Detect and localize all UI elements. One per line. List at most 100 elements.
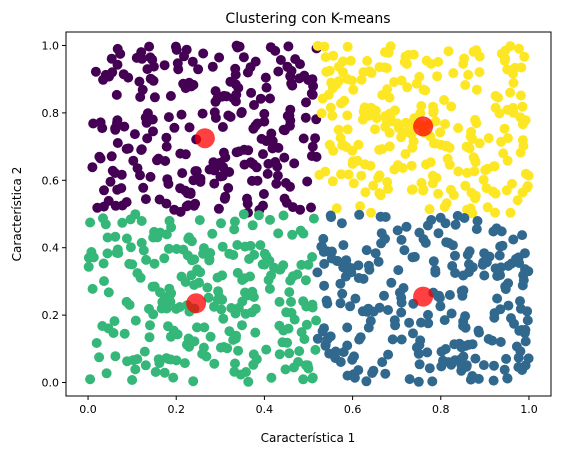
data-point-cluster-2 [338,67,348,78]
data-point-cluster-4 [488,226,499,237]
data-point-cluster-3 [264,283,275,294]
data-point-cluster-3 [87,283,98,294]
data-point-cluster-2 [366,68,377,78]
data-point-cluster-3 [253,210,264,221]
data-point-cluster-2 [445,184,456,195]
data-point-cluster-1 [302,176,313,187]
data-point-cluster-2 [384,127,395,138]
data-point-cluster-2 [470,114,481,125]
data-point-cluster-3 [213,286,224,297]
data-point-cluster-1 [175,148,186,159]
data-point-cluster-3 [247,286,258,297]
data-point-cluster-3 [198,248,209,259]
data-point-cluster-1 [262,168,273,179]
data-point-cluster-3 [298,374,309,385]
data-point-cluster-3 [308,213,319,224]
data-point-cluster-1 [182,188,193,199]
data-point-cluster-2 [331,203,342,214]
data-point-cluster-2 [474,67,485,78]
data-point-cluster-1 [149,92,160,103]
data-point-cluster-3 [303,259,314,270]
data-point-cluster-3 [98,258,109,269]
data-point-cluster-1 [161,132,172,143]
data-point-cluster-4 [465,374,476,385]
data-point-cluster-4 [470,353,481,364]
data-point-cluster-1 [208,157,219,168]
data-point-cluster-4 [386,277,397,288]
data-point-cluster-2 [459,53,470,64]
data-point-cluster-3 [216,304,227,315]
data-point-cluster-2 [389,77,400,87]
data-point-cluster-4 [319,280,330,291]
data-point-cluster-3 [248,349,259,360]
data-point-cluster-4 [435,301,446,312]
data-point-cluster-1 [263,158,274,169]
data-point-cluster-3 [183,233,194,244]
data-point-cluster-4 [321,295,332,306]
data-point-cluster-4 [396,234,407,245]
data-point-cluster-4 [464,259,474,270]
data-point-cluster-2 [522,182,532,193]
data-point-cluster-4 [460,311,471,322]
data-point-cluster-4 [353,273,364,283]
data-point-cluster-4 [373,256,384,267]
data-point-cluster-4 [363,260,374,271]
data-point-cluster-2 [385,111,396,122]
data-point-cluster-2 [392,118,403,129]
data-point-cluster-4 [481,257,492,268]
data-point-cluster-1 [261,136,272,147]
data-point-cluster-3 [121,296,132,307]
data-point-cluster-4 [363,303,374,314]
data-point-cluster-4 [370,248,381,259]
data-point-cluster-2 [490,207,501,218]
data-point-cluster-1 [123,72,134,83]
data-point-cluster-4 [444,290,455,300]
data-point-cluster-2 [514,43,524,54]
data-point-cluster-2 [415,108,426,119]
data-point-cluster-3 [216,218,226,229]
data-point-cluster-4 [317,241,328,252]
data-point-cluster-1 [213,203,224,214]
data-point-cluster-3 [238,209,249,220]
data-point-cluster-2 [502,155,513,166]
data-point-cluster-3 [99,276,109,287]
data-point-cluster-4 [506,258,517,269]
data-point-cluster-4 [345,301,356,312]
data-point-cluster-4 [492,293,503,304]
data-point-cluster-4 [502,373,513,384]
data-point-cluster-3 [282,337,293,348]
data-point-cluster-2 [420,85,431,96]
data-point-cluster-1 [110,124,121,135]
data-point-cluster-2 [406,129,417,140]
data-point-cluster-1 [230,69,241,80]
data-point-cluster-3 [83,261,94,272]
centroid-marker-1 [194,128,215,149]
data-point-cluster-4 [515,303,526,314]
data-point-cluster-1 [272,170,283,181]
data-point-cluster-4 [342,370,353,381]
data-point-cluster-4 [501,353,512,364]
data-point-cluster-4 [404,374,415,385]
data-point-cluster-3 [250,327,261,338]
data-point-cluster-2 [508,77,519,88]
data-point-cluster-3 [132,268,143,279]
plot-frame [65,31,552,397]
data-point-cluster-1 [259,108,270,119]
data-point-cluster-4 [499,364,510,375]
data-point-cluster-1 [308,81,319,91]
data-point-cluster-1 [148,61,159,72]
data-point-cluster-4 [361,245,372,256]
data-point-cluster-3 [237,320,247,331]
data-point-cluster-3 [153,354,164,365]
data-point-cluster-2 [517,101,528,112]
data-point-cluster-2 [443,46,454,57]
y-axis-label: Característica 2 [10,167,24,262]
data-point-cluster-3 [228,250,239,260]
data-point-cluster-4 [380,368,391,379]
data-point-cluster-4 [441,237,452,248]
data-point-cluster-1 [129,129,140,140]
data-point-cluster-4 [514,258,525,268]
data-point-cluster-1 [281,197,292,208]
data-point-cluster-4 [312,333,323,344]
data-point-cluster-2 [348,84,359,95]
